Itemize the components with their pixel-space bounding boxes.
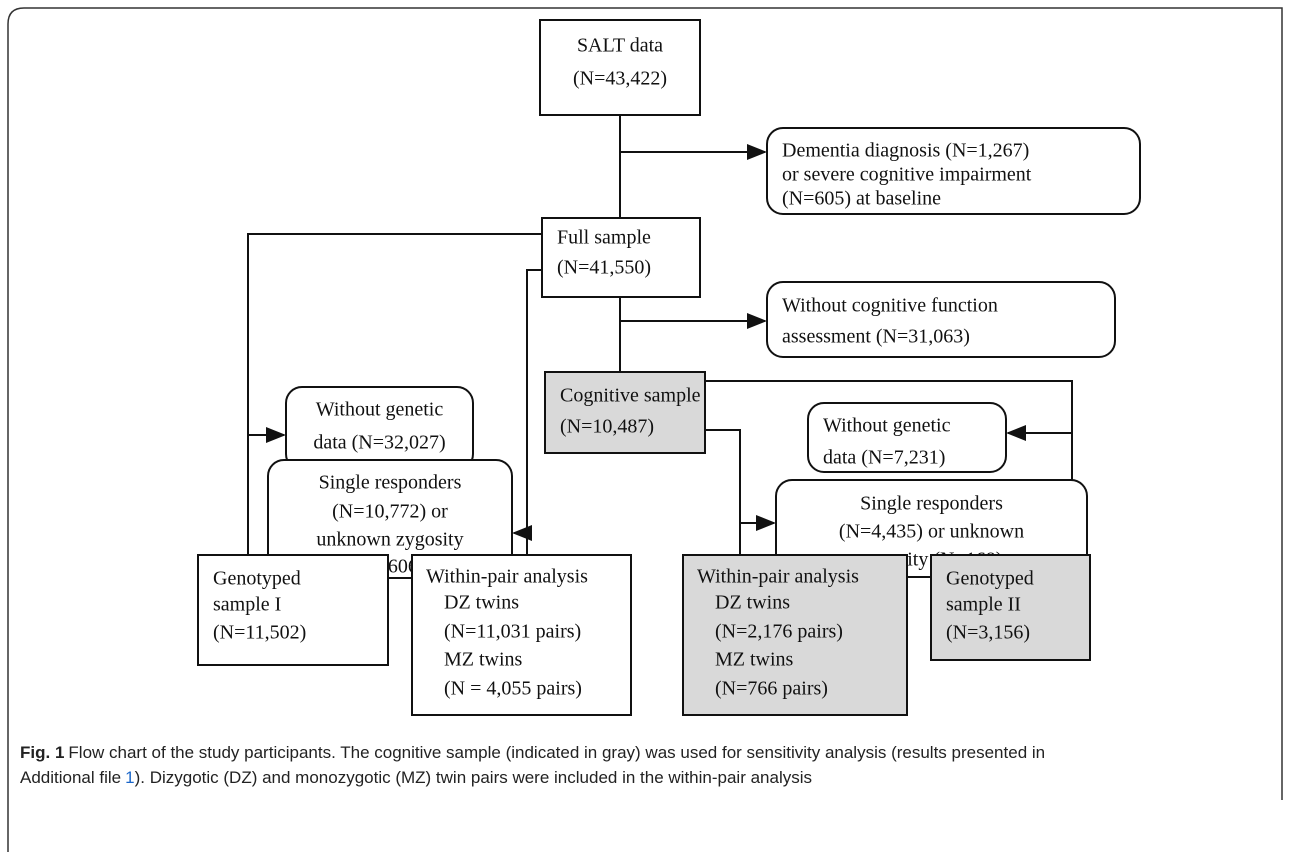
node-label: Single responders <box>860 493 1003 515</box>
node-label: (N=10,487) <box>560 416 654 438</box>
node-box <box>682 554 908 716</box>
node-label: Full sample <box>557 227 651 249</box>
node-label: (N=766 pairs) <box>715 678 828 700</box>
node-box <box>541 217 701 298</box>
node-label: Cognitive sample <box>560 385 701 407</box>
node-label: Without genetic <box>823 415 951 437</box>
node-label: sample I <box>213 594 281 616</box>
node-label: data (N=32,027) <box>313 432 445 454</box>
node-label: (N=2,176 pairs) <box>715 621 843 643</box>
node-label: or severe cognitive impairment <box>782 164 1032 186</box>
connector <box>526 269 542 555</box>
node-label: Single responders <box>319 472 462 494</box>
node-label: (N=43,422) <box>573 68 667 90</box>
caption-text: Additional file <box>20 768 122 787</box>
node-box <box>539 19 701 116</box>
node-label: (N=605) at baseline <box>782 188 941 210</box>
node-label: Genotyped <box>946 568 1034 590</box>
node-label: sample II <box>946 594 1021 616</box>
node-label: Without cognitive function <box>782 295 998 317</box>
node-label: (N=3,156) <box>946 622 1030 644</box>
node-box <box>411 554 632 716</box>
node-label: (N=11,502) <box>213 622 306 644</box>
node-box <box>766 127 1141 215</box>
node-box <box>766 281 1116 358</box>
caption-text: Flow chart of the study participants. Th… <box>68 743 1046 762</box>
node-label: (N=4,435) or unknown <box>839 521 1024 543</box>
caption: Fig. 1 Flow chart of the study participan… <box>20 740 1270 790</box>
node-label: (N=10,772) or <box>332 501 448 523</box>
node-box <box>807 402 1007 473</box>
connector <box>705 429 741 555</box>
caption-text: ). Dizygotic (DZ) and monozygotic (MZ) t… <box>134 768 812 787</box>
node-label: Without genetic <box>316 399 444 421</box>
node-label: (N = 4,055 pairs) <box>444 678 582 700</box>
node-label: data (N=7,231) <box>823 447 945 469</box>
node-box <box>197 554 389 666</box>
node-label: (N=11,031 pairs) <box>444 621 581 643</box>
node-box <box>267 459 513 579</box>
node-label: Within-pair analysis <box>426 566 588 588</box>
node-label: MZ twins <box>444 649 523 671</box>
node-label: Dementia diagnosis (N=1,267) <box>782 140 1029 162</box>
caption-link[interactable]: 1 <box>125 768 135 787</box>
node-label: MZ twins <box>715 649 794 671</box>
node-label: assessment (N=31,063) <box>782 326 970 348</box>
connector <box>247 233 542 555</box>
frame <box>7 7 1283 852</box>
node-box <box>930 554 1091 661</box>
node-label: unknown zygosity <box>316 529 463 551</box>
node-label: Genotyped <box>213 568 301 590</box>
node-box <box>544 371 706 454</box>
node-label: (N=41,550) <box>557 257 651 279</box>
node-label: Within-pair analysis <box>697 566 859 588</box>
node-label: SALT data <box>577 35 663 57</box>
node-label: DZ twins <box>715 592 790 614</box>
node-label: DZ twins <box>444 592 519 614</box>
caption-label: Fig. 1 <box>20 743 65 762</box>
